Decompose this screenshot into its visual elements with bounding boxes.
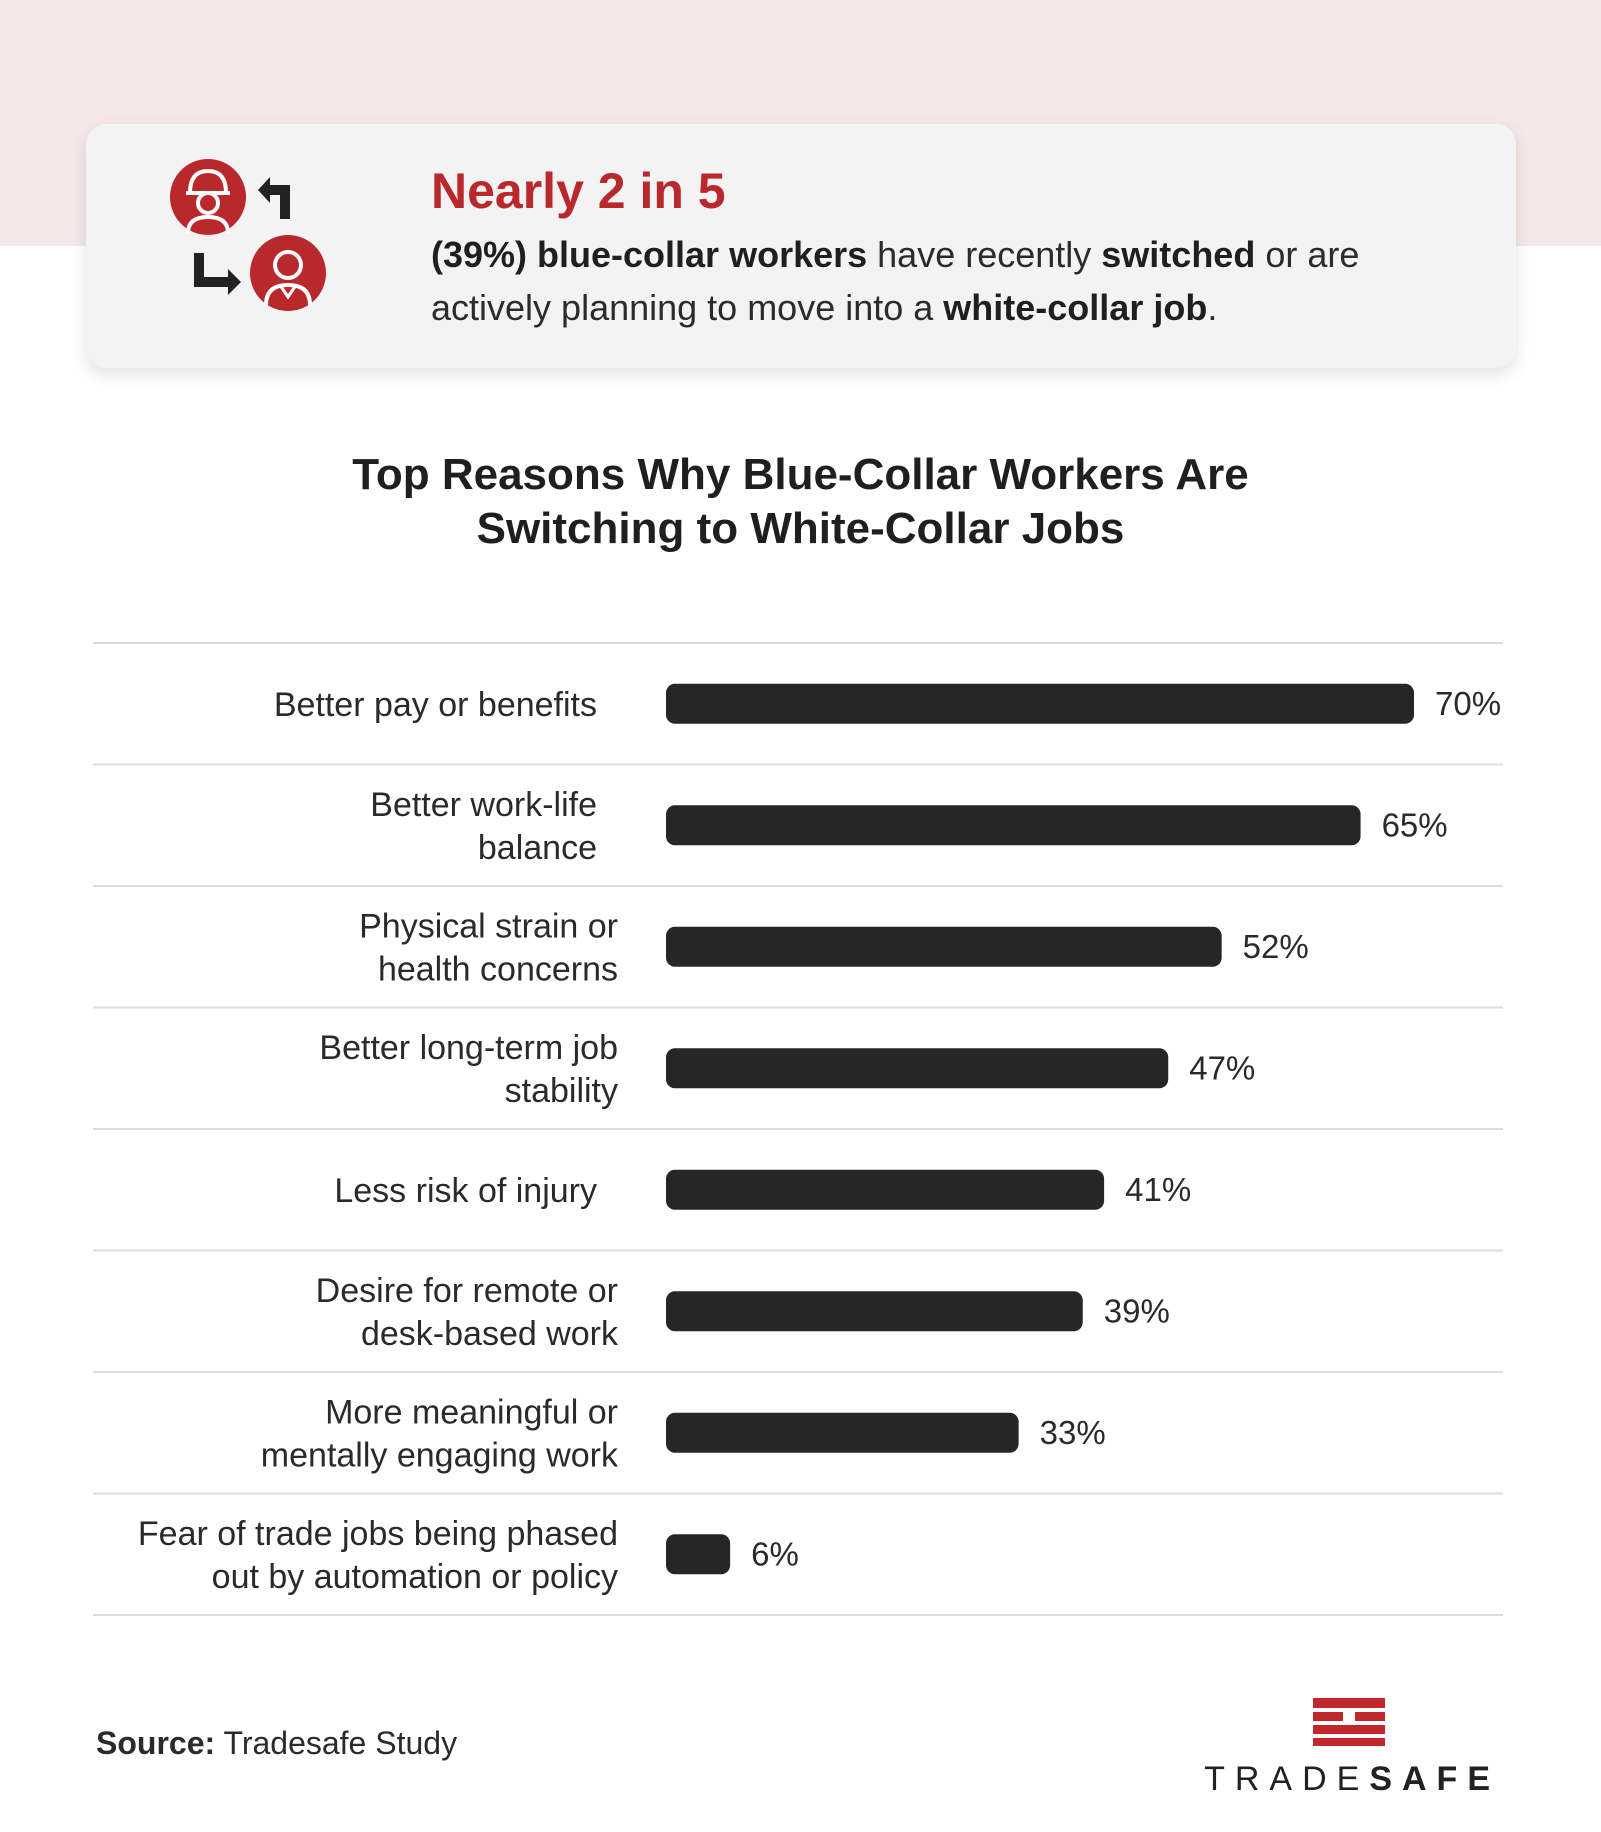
- stat-text-1: have recently: [867, 234, 1102, 275]
- bar: [666, 1048, 1169, 1089]
- value-label: 33%: [1040, 1414, 1106, 1451]
- stat-bold-workers: (39%) blue-collar workers: [431, 234, 868, 275]
- category-label: desk-based work: [361, 1315, 619, 1353]
- value-label: 65%: [1382, 806, 1448, 843]
- chart-title-line-1: Top Reasons Why Blue-Collar Workers Are: [352, 450, 1249, 499]
- source-text: Tradesafe Study: [215, 1725, 458, 1761]
- chart-title: Top Reasons Why Blue-Collar Workers Are …: [200, 448, 1401, 556]
- source-note: Source: Tradesafe Study: [96, 1725, 457, 1762]
- stat-bold-job: white-collar job: [943, 287, 1208, 328]
- stat-description: (39%) blue-collar workers have recently …: [431, 228, 1451, 334]
- stat-card: Nearly 2 in 5 (39%) blue-collar workers …: [86, 124, 1516, 368]
- brand-name-light: TRADE: [1204, 1760, 1370, 1798]
- bar: [666, 1534, 731, 1575]
- value-label: 47%: [1189, 1049, 1255, 1086]
- category-label: Fear of trade jobs being phased: [138, 1515, 618, 1553]
- category-label: stability: [505, 1072, 618, 1110]
- source-label: Source:: [96, 1725, 216, 1761]
- tradesafe-logo: TRADESAFE: [1200, 1694, 1500, 1804]
- value-label: 6%: [751, 1535, 799, 1572]
- value-label: 70%: [1435, 685, 1501, 722]
- stat-text-2: or are actively planning to move into a: [431, 234, 1360, 328]
- value-label: 39%: [1104, 1292, 1170, 1329]
- value-label: 41%: [1125, 1171, 1191, 1208]
- tradesafe-logo-icon: [1313, 1698, 1385, 1746]
- stat-text-3: .: [1207, 287, 1218, 328]
- bar: [666, 926, 1222, 967]
- worker-swap-icon: [170, 159, 326, 311]
- category-label: Better pay or benefits: [274, 686, 597, 724]
- category-label: More meaningful or: [325, 1393, 618, 1431]
- bar: [666, 1169, 1105, 1210]
- category-label: Less risk of injury: [334, 1172, 597, 1210]
- bar: [666, 805, 1361, 846]
- value-label: 52%: [1243, 928, 1309, 965]
- bar: [666, 683, 1414, 724]
- bar: [666, 1412, 1019, 1453]
- stat-headline: Nearly 2 in 5: [431, 163, 726, 219]
- stat-bold-switched: switched: [1101, 234, 1256, 275]
- category-label: Physical strain or: [359, 907, 618, 945]
- bar: [666, 1291, 1083, 1332]
- category-label: out by automation or policy: [212, 1558, 618, 1596]
- category-label: Desire for remote or: [316, 1272, 618, 1310]
- category-label: health concerns: [378, 950, 618, 988]
- category-label: Better long-term job: [319, 1029, 618, 1067]
- brand-name-bold: SAFE: [1369, 1760, 1500, 1798]
- category-label: Better work-life: [370, 786, 597, 824]
- brand-name: TRADESAFE: [1200, 1760, 1500, 1799]
- category-label: mentally engaging work: [261, 1436, 619, 1474]
- chart-title-line-2: Switching to White-Collar Jobs: [476, 504, 1125, 553]
- category-label: balance: [478, 829, 597, 867]
